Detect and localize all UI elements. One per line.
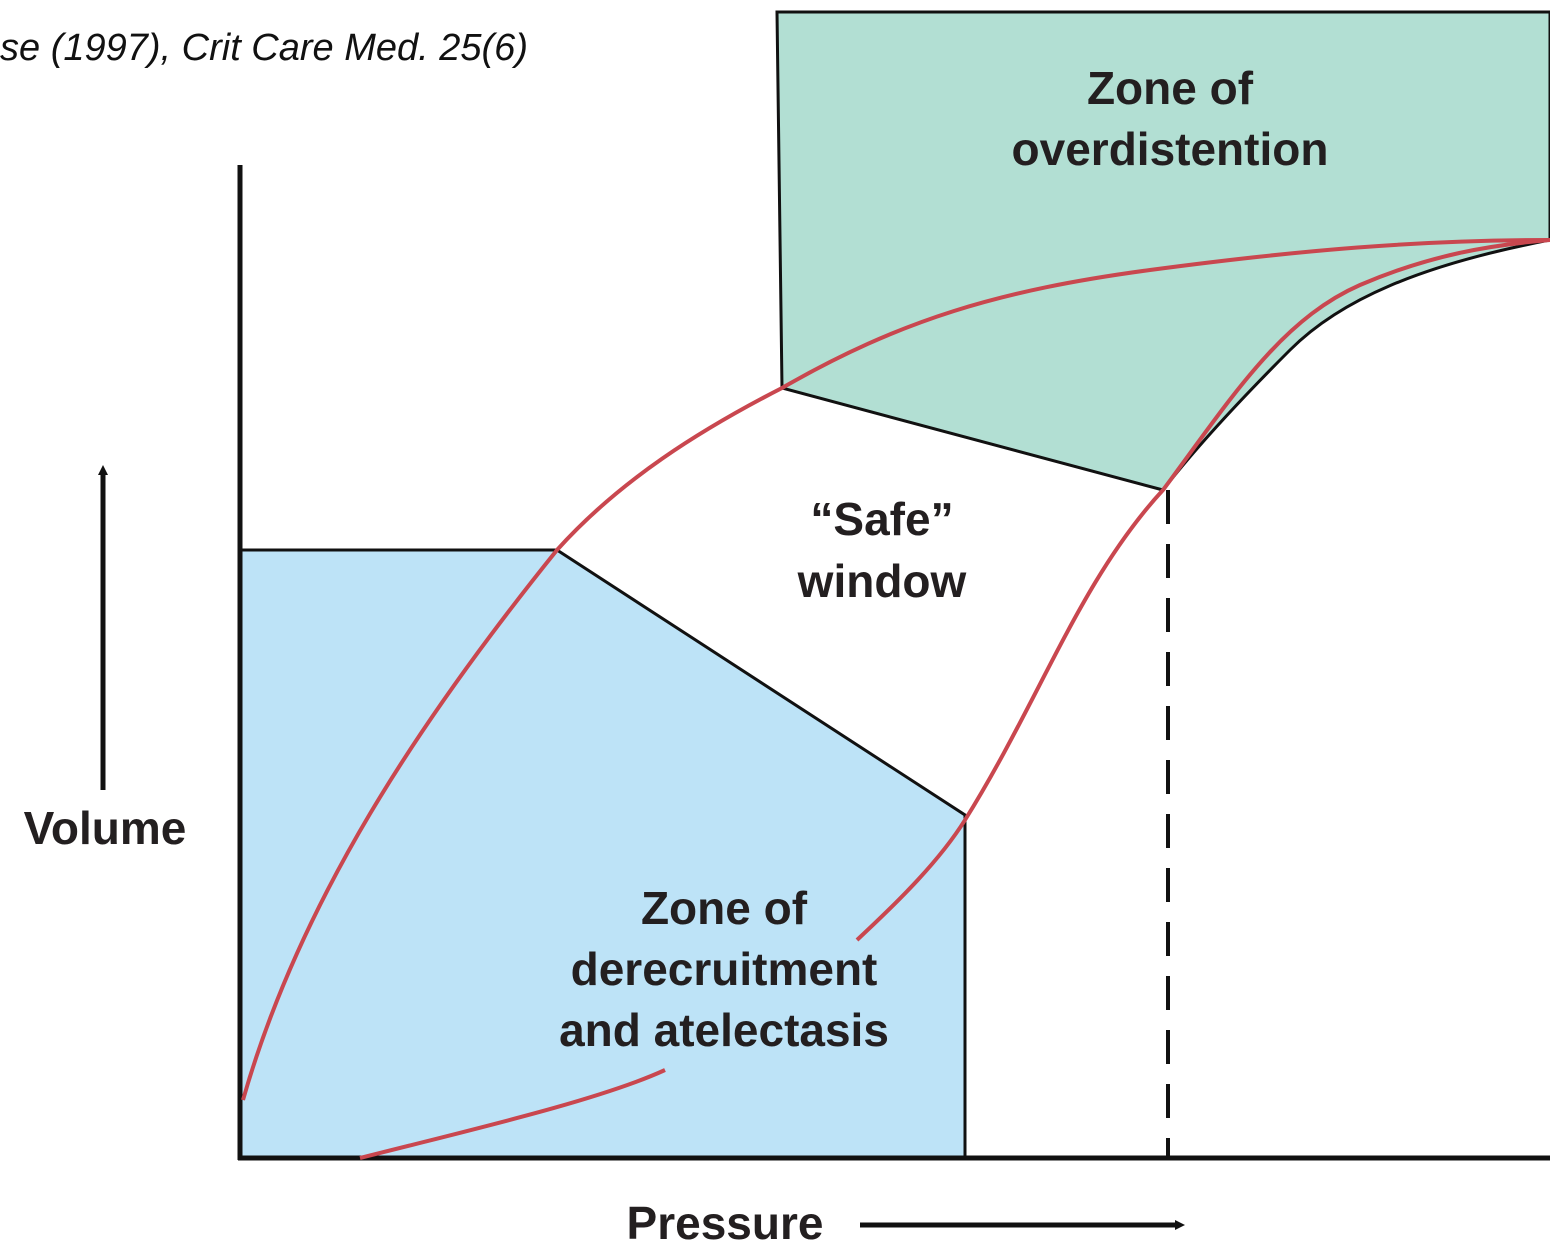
zone-label: derecruitment (571, 943, 878, 995)
citation: se (1997), Crit Care Med. 25(6) (0, 27, 528, 69)
deflation-curve (241, 238, 1550, 1101)
inflation-curve-high (855, 238, 1550, 942)
zone-label: Zone of (1087, 62, 1254, 114)
zone-label: and atelectasis (559, 1004, 889, 1056)
zone-label: window (797, 555, 967, 607)
zone-label: “Safe” (810, 493, 953, 545)
zone-label: overdistention (1012, 123, 1329, 175)
x-axis-label: Pressure (627, 1197, 824, 1249)
inflation-curve-low (359, 1068, 666, 1160)
zone-label: Zone of (641, 882, 808, 934)
y-axis-label: Volume (24, 802, 187, 854)
